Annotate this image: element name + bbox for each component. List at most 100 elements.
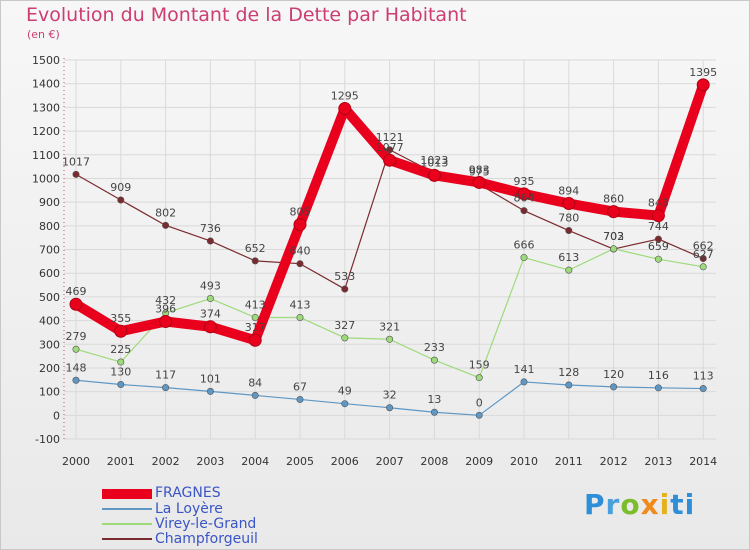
data-label: 864 bbox=[514, 192, 535, 205]
data-label: 355 bbox=[110, 312, 131, 325]
y-tick-label: 1000 bbox=[32, 172, 60, 185]
data-point bbox=[338, 102, 352, 116]
data-label: 67 bbox=[293, 380, 307, 393]
y-tick-label: 200 bbox=[39, 362, 60, 375]
data-point bbox=[72, 170, 80, 178]
data-label: 493 bbox=[200, 280, 221, 293]
data-point bbox=[607, 205, 621, 219]
data-point bbox=[296, 260, 304, 268]
data-label: 32 bbox=[383, 389, 397, 402]
data-label: 469 bbox=[66, 285, 87, 298]
data-label: 975 bbox=[469, 165, 490, 178]
data-point bbox=[72, 376, 80, 384]
y-tick-label: -100 bbox=[35, 433, 60, 446]
x-tick-label: 2005 bbox=[286, 455, 314, 468]
data-label: 1121 bbox=[376, 131, 404, 144]
data-point bbox=[427, 168, 441, 182]
data-point bbox=[696, 78, 710, 92]
data-label: 533 bbox=[334, 270, 355, 283]
y-tick-label: 400 bbox=[39, 315, 60, 328]
data-points bbox=[69, 78, 710, 419]
data-point bbox=[654, 235, 662, 243]
x-tick-label: 2001 bbox=[107, 455, 135, 468]
data-point bbox=[117, 196, 125, 204]
data-label: 640 bbox=[290, 245, 311, 258]
data-point bbox=[651, 209, 665, 223]
data-point bbox=[699, 385, 707, 393]
y-tick-label: 1400 bbox=[32, 78, 60, 91]
data-point bbox=[206, 295, 214, 303]
data-label: 49 bbox=[338, 385, 352, 398]
legend-swatch-champforgeuil bbox=[102, 538, 152, 540]
x-tick-label: 2006 bbox=[331, 455, 359, 468]
data-label: 128 bbox=[558, 366, 579, 379]
data-label: 1295 bbox=[331, 90, 359, 103]
y-tick-label: 100 bbox=[39, 386, 60, 399]
data-point bbox=[341, 400, 349, 408]
data-point bbox=[517, 187, 531, 201]
x-tick-label: 2000 bbox=[62, 455, 90, 468]
x-tick-label: 2007 bbox=[376, 455, 404, 468]
data-label: 659 bbox=[648, 240, 669, 253]
data-label: 396 bbox=[155, 303, 176, 316]
data-label: 652 bbox=[245, 242, 266, 255]
legend-label: La Loyère bbox=[155, 501, 223, 517]
data-point bbox=[654, 255, 662, 263]
data-label: 780 bbox=[558, 212, 579, 225]
data-label: 666 bbox=[514, 239, 535, 252]
legend-swatch-la-loyere bbox=[102, 508, 152, 510]
data-label: 374 bbox=[200, 308, 221, 321]
data-point bbox=[610, 245, 618, 253]
legend-swatch-fragnes bbox=[102, 489, 152, 499]
data-point bbox=[206, 387, 214, 395]
x-tick-label: 2010 bbox=[510, 455, 538, 468]
data-point bbox=[251, 257, 259, 265]
legend-swatch-virey-le-grand bbox=[102, 523, 152, 525]
x-tick-label: 2011 bbox=[555, 455, 583, 468]
data-label: 233 bbox=[424, 341, 445, 354]
data-label: 413 bbox=[290, 298, 311, 311]
data-point bbox=[610, 383, 618, 391]
data-point bbox=[699, 263, 707, 271]
data-label: 627 bbox=[693, 248, 714, 261]
data-point bbox=[162, 221, 170, 229]
data-label: 130 bbox=[110, 366, 131, 379]
data-label: 983 bbox=[469, 163, 490, 176]
data-point bbox=[472, 175, 486, 189]
data-label: 909 bbox=[110, 181, 131, 194]
data-label: 736 bbox=[200, 222, 221, 235]
data-label: 802 bbox=[155, 206, 176, 219]
data-label: 113 bbox=[693, 370, 714, 383]
data-point bbox=[296, 313, 304, 321]
data-point bbox=[654, 384, 662, 392]
data-labels: 1017 909 802 736 652 640 533 1121 1023 975 864 780 7… bbox=[62, 66, 717, 409]
data-label: 1017 bbox=[62, 155, 90, 168]
data-label: 860 bbox=[603, 193, 624, 206]
unit-label: (en €) bbox=[27, 28, 60, 41]
data-point bbox=[520, 207, 528, 215]
data-point bbox=[159, 315, 173, 329]
y-tick-label: 600 bbox=[39, 267, 60, 280]
data-label: 321 bbox=[379, 320, 400, 333]
data-point bbox=[69, 297, 83, 311]
data-label: 744 bbox=[648, 220, 669, 233]
y-tick-label: 1100 bbox=[32, 149, 60, 162]
data-point bbox=[251, 391, 259, 399]
data-label: 159 bbox=[469, 359, 490, 372]
data-point bbox=[386, 335, 394, 343]
chart-title: Evolution du Montant de la Dette par Hab… bbox=[26, 4, 467, 26]
data-label: 148 bbox=[66, 361, 87, 374]
data-point bbox=[386, 404, 394, 412]
data-point bbox=[251, 313, 259, 321]
data-point bbox=[430, 356, 438, 364]
data-label: 141 bbox=[514, 363, 535, 376]
data-label: 894 bbox=[558, 185, 579, 198]
data-label: 1013 bbox=[420, 156, 448, 169]
data-label: 13 bbox=[427, 393, 441, 406]
data-point bbox=[341, 285, 349, 293]
data-point bbox=[562, 197, 576, 211]
grid-lines bbox=[64, 59, 716, 440]
y-tick-label: 1500 bbox=[32, 54, 60, 67]
axes: -100 0 100 200 300 400 500 600 700 800 900 1000 1100… bbox=[32, 54, 717, 468]
